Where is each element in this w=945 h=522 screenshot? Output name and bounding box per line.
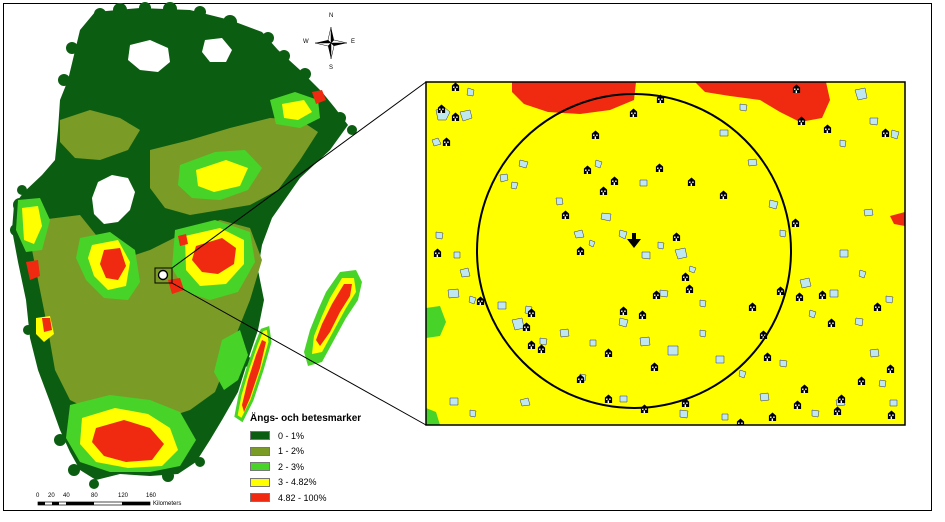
legend-title: Ängs- och betesmarker (250, 413, 362, 424)
legend-label: 4.82 - 100% (278, 492, 327, 503)
scale-tick-label: 0 (36, 493, 40, 499)
inset-map (426, 82, 905, 425)
legend-item: 4.82 - 100% (250, 490, 361, 506)
legend-label: 1 - 2% (278, 446, 305, 457)
inset-patches (431, 87, 900, 421)
legend-swatch (250, 493, 270, 503)
compass-e-label: E (351, 39, 356, 45)
scale-bar-graphic (37, 501, 151, 506)
island-gotland-red (316, 284, 352, 346)
lake-north (128, 40, 170, 72)
inset-red-top (512, 82, 636, 114)
study-area-box (154, 267, 173, 284)
legend-swatch (250, 431, 270, 441)
zoom-line-top (171, 81, 427, 269)
scale-tick-label: 80 (91, 493, 98, 499)
legend-item: 2 - 3% (250, 459, 361, 475)
scale-tick-label: 20 (48, 493, 55, 499)
inset-background (426, 82, 905, 425)
compass-rose (314, 26, 348, 60)
scale-unit-label: Kilometers (153, 501, 182, 507)
zone-red (26, 90, 326, 462)
legend-item: 3 - 4.82% (250, 475, 361, 491)
legend-swatch (250, 446, 270, 456)
island-long-red (242, 340, 266, 412)
inset-border (425, 81, 906, 426)
legend-label: 3 - 4.82% (278, 477, 317, 488)
study-area-circle (157, 269, 169, 281)
compass-n-label: N (329, 13, 334, 19)
scale-tick-label: 120 (118, 493, 129, 499)
lake-large (92, 175, 135, 224)
lake-northeast (202, 38, 232, 62)
legend-swatch (250, 462, 270, 472)
inset-green-bottom-left (426, 408, 440, 425)
legend-swatch (250, 477, 270, 487)
inset-center-arrow (627, 233, 641, 248)
legend-item: 0 - 1% (250, 428, 361, 444)
legend-label: 0 - 1% (278, 430, 305, 441)
inset-study-circle (476, 93, 792, 409)
compass-s-label: S (329, 65, 334, 71)
inset-green-left (426, 306, 446, 338)
legend-item: 1 - 2% (250, 444, 361, 460)
scale-tick-label: 40 (63, 493, 70, 499)
zoom-line-bottom (171, 282, 427, 426)
legend-label: 2 - 3% (278, 461, 305, 472)
legend: Ängs- och betesmarker 0 - 1% 1 - 2% 2 - … (250, 413, 361, 506)
inset-red-right (890, 212, 905, 226)
scale-tick-label: 160 (146, 493, 157, 499)
overview-map (10, 2, 362, 489)
compass-w-label: W (303, 39, 309, 45)
